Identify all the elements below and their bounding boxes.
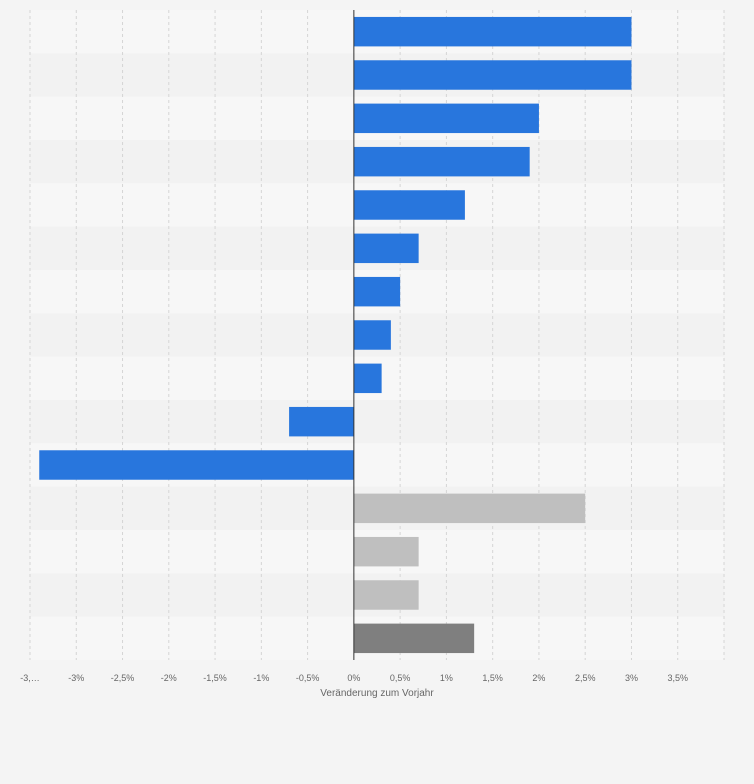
x-tick-label: 3,5%	[667, 673, 688, 683]
bar	[353, 320, 391, 350]
bar	[353, 103, 539, 134]
x-axis-label: Veränderung zum Vorjahr	[320, 688, 434, 699]
bar	[39, 450, 354, 480]
x-tick-labels: -3,… -3% -2,5% -2% -1,5% -1% -0,5% 0% 0,5% 1% 1,5%…	[20, 673, 688, 683]
x-tick-label: 2,5%	[575, 673, 596, 683]
x-tick-label: -0,5%	[296, 673, 320, 683]
bar	[289, 406, 354, 437]
bars	[39, 16, 632, 654]
bar	[353, 536, 419, 567]
bar	[353, 276, 401, 307]
x-tick-label: 3%	[625, 673, 638, 683]
x-tick-label: 0,5%	[390, 673, 411, 683]
x-tick-label: 1,5%	[482, 673, 503, 683]
bar	[353, 60, 632, 90]
bar	[353, 233, 419, 264]
bar	[353, 146, 530, 177]
x-tick-label: -1%	[253, 673, 269, 683]
bar	[353, 190, 465, 220]
x-tick-label: -2%	[161, 673, 177, 683]
x-tick-label: 1%	[440, 673, 453, 683]
bar	[353, 493, 586, 524]
x-tick-label: -3,…	[20, 673, 40, 683]
bar	[353, 363, 382, 394]
row-band	[30, 400, 724, 444]
bar	[353, 580, 419, 610]
x-tick-label: -2,5%	[111, 673, 135, 683]
bar	[353, 16, 632, 47]
x-tick-label: 2%	[532, 673, 545, 683]
x-tick-label: -3%	[68, 673, 84, 683]
bar	[353, 623, 475, 654]
x-tick-label: -1,5%	[203, 673, 227, 683]
x-tick-label: 0%	[347, 673, 360, 683]
